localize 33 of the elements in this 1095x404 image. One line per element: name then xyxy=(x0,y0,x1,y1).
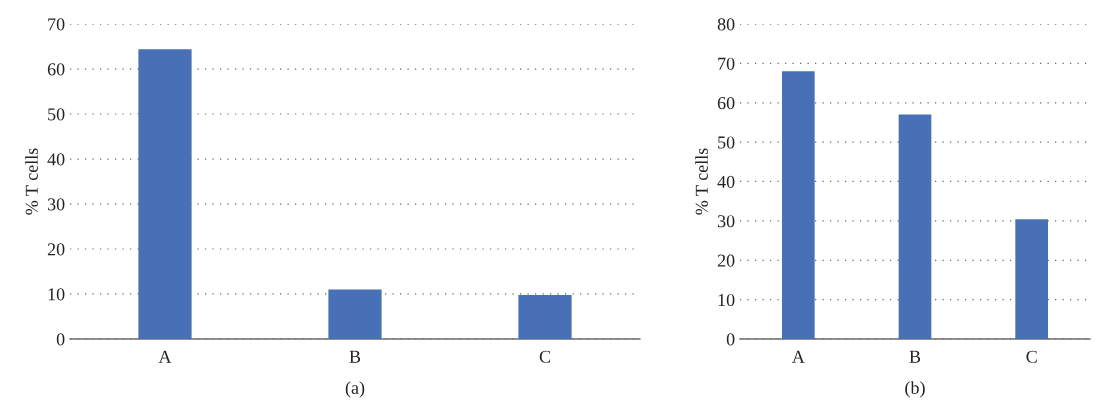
bar xyxy=(782,71,815,339)
x-tick-label: A xyxy=(158,350,172,363)
x-tick-label: B xyxy=(349,350,361,363)
y-tick-label: 80 xyxy=(717,18,735,31)
bar xyxy=(898,114,932,339)
y-tick-label: 10 xyxy=(48,288,65,301)
x-tick-label: C xyxy=(1026,350,1037,363)
y-tick-label: 0 xyxy=(726,333,735,346)
x-tick-label: B xyxy=(909,350,921,363)
y-tick-label: 10 xyxy=(718,293,735,307)
bar xyxy=(328,289,382,339)
y-tick-label: 60 xyxy=(47,63,65,76)
x-tick-label: A xyxy=(791,350,805,363)
bar xyxy=(518,294,572,339)
y-tick-label: 20 xyxy=(47,243,65,256)
y-tick-label: 20 xyxy=(717,254,735,267)
text: (b) xyxy=(905,381,925,398)
y-axis-title: % T cells xyxy=(25,148,38,215)
bar xyxy=(1015,219,1048,339)
y-tick-label: 70 xyxy=(718,57,735,70)
bar xyxy=(138,49,192,339)
text: (a) xyxy=(345,381,365,398)
x-tick-label: C xyxy=(539,350,551,363)
y-tick-label: 40 xyxy=(47,153,65,166)
y-tick-label: 50 xyxy=(718,136,735,149)
y-tick-label: 70 xyxy=(48,18,65,31)
y-tick-label: 30 xyxy=(717,215,735,228)
y-tick-label: 50 xyxy=(48,108,65,121)
y-tick-label: 30 xyxy=(47,198,65,211)
y-tick-label: 60 xyxy=(717,97,735,110)
y-tick-label: 0 xyxy=(56,333,65,346)
y-tick-label: 40 xyxy=(717,175,735,188)
y-axis-title: % T cells xyxy=(695,148,708,215)
